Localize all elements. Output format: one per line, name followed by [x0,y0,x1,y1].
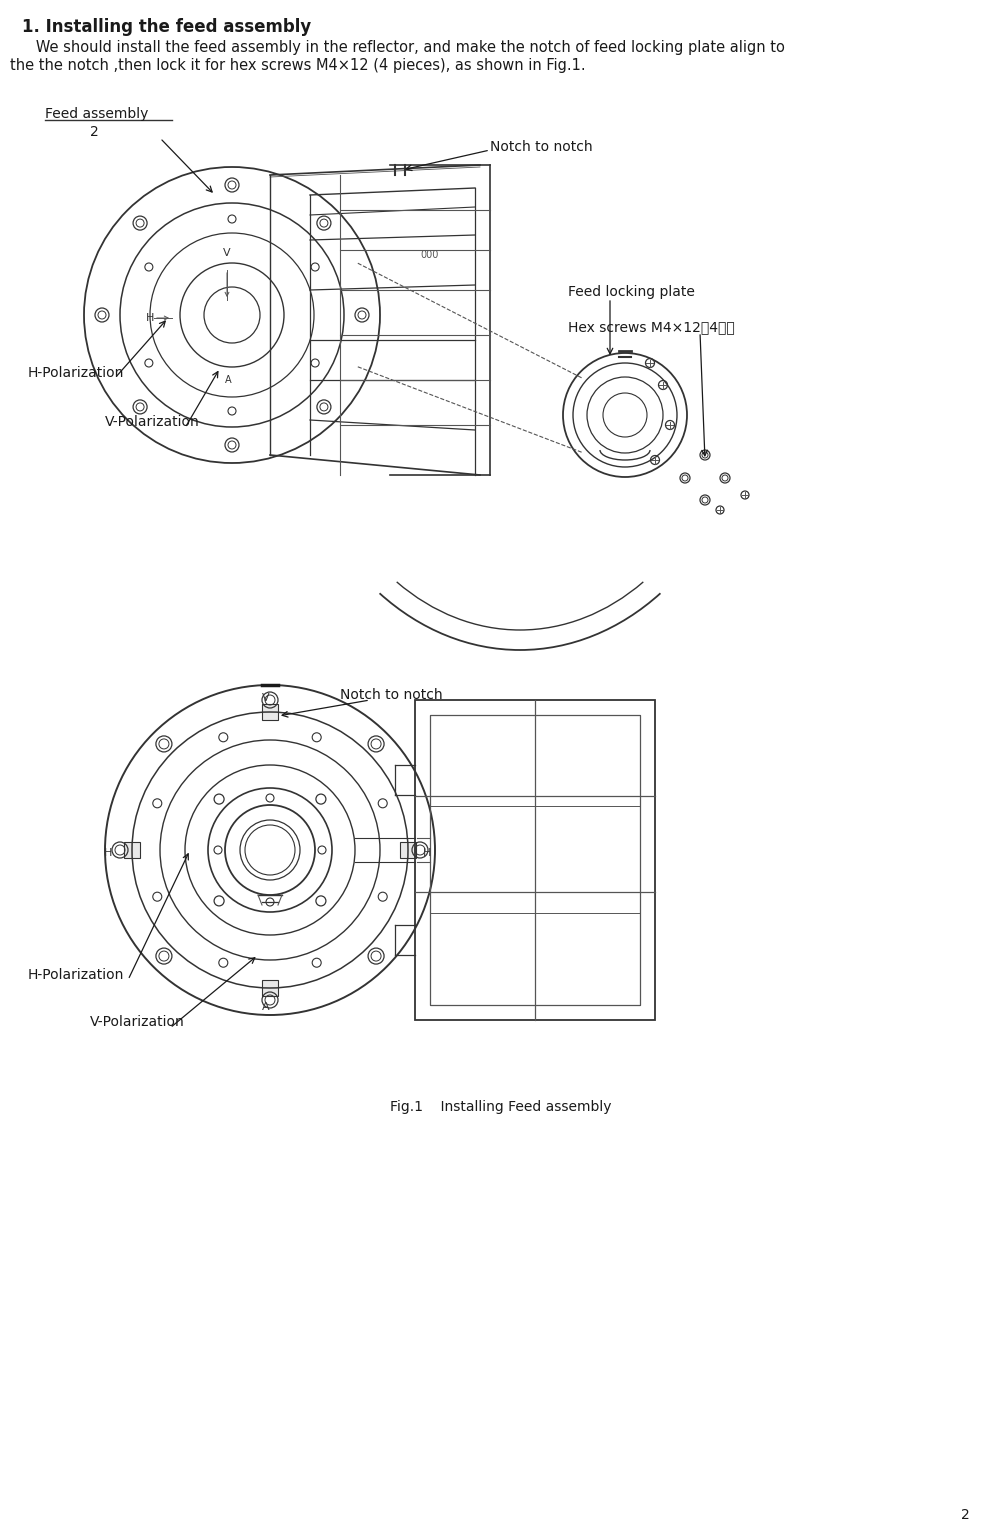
Text: V: V [262,694,270,703]
Text: V: V [223,248,230,258]
Text: A: A [262,1002,270,1012]
FancyBboxPatch shape [262,704,278,720]
Text: Notch to notch: Notch to notch [340,688,442,701]
Text: Hex screws M4×12（4件）: Hex screws M4×12（4件） [567,319,734,335]
Text: 2: 2 [90,125,98,139]
Bar [430,715,639,1005]
Text: H: H [145,313,154,322]
Text: V-Polarization: V-Polarization [105,416,199,429]
Text: 2: 2 [960,1508,969,1522]
Text: Notch to notch: Notch to notch [490,141,592,154]
Text: the the notch ,then lock it for hex screws M4×12 (4 pieces), as shown in Fig.1.: the the notch ,then lock it for hex scre… [10,58,585,73]
Text: Feed assembly: Feed assembly [45,107,148,121]
Text: H-Polarization: H-Polarization [28,969,124,983]
Text: H: H [104,848,112,859]
Text: 1. Installing the feed assembly: 1. Installing the feed assembly [22,18,311,37]
Text: Feed locking plate: Feed locking plate [567,286,694,299]
FancyBboxPatch shape [400,842,416,859]
Bar [415,700,654,1021]
FancyBboxPatch shape [124,842,140,859]
Text: V-Polarization: V-Polarization [90,1015,184,1028]
Text: 000: 000 [421,251,439,260]
Text: H: H [423,848,431,859]
Text: Fig.1    Installing Feed assembly: Fig.1 Installing Feed assembly [390,1100,611,1114]
Text: We should install the feed assembly in the reflector, and make the notch of feed: We should install the feed assembly in t… [22,40,785,55]
FancyBboxPatch shape [262,979,278,996]
Text: A: A [224,374,231,385]
Text: H-Polarization: H-Polarization [28,367,124,380]
